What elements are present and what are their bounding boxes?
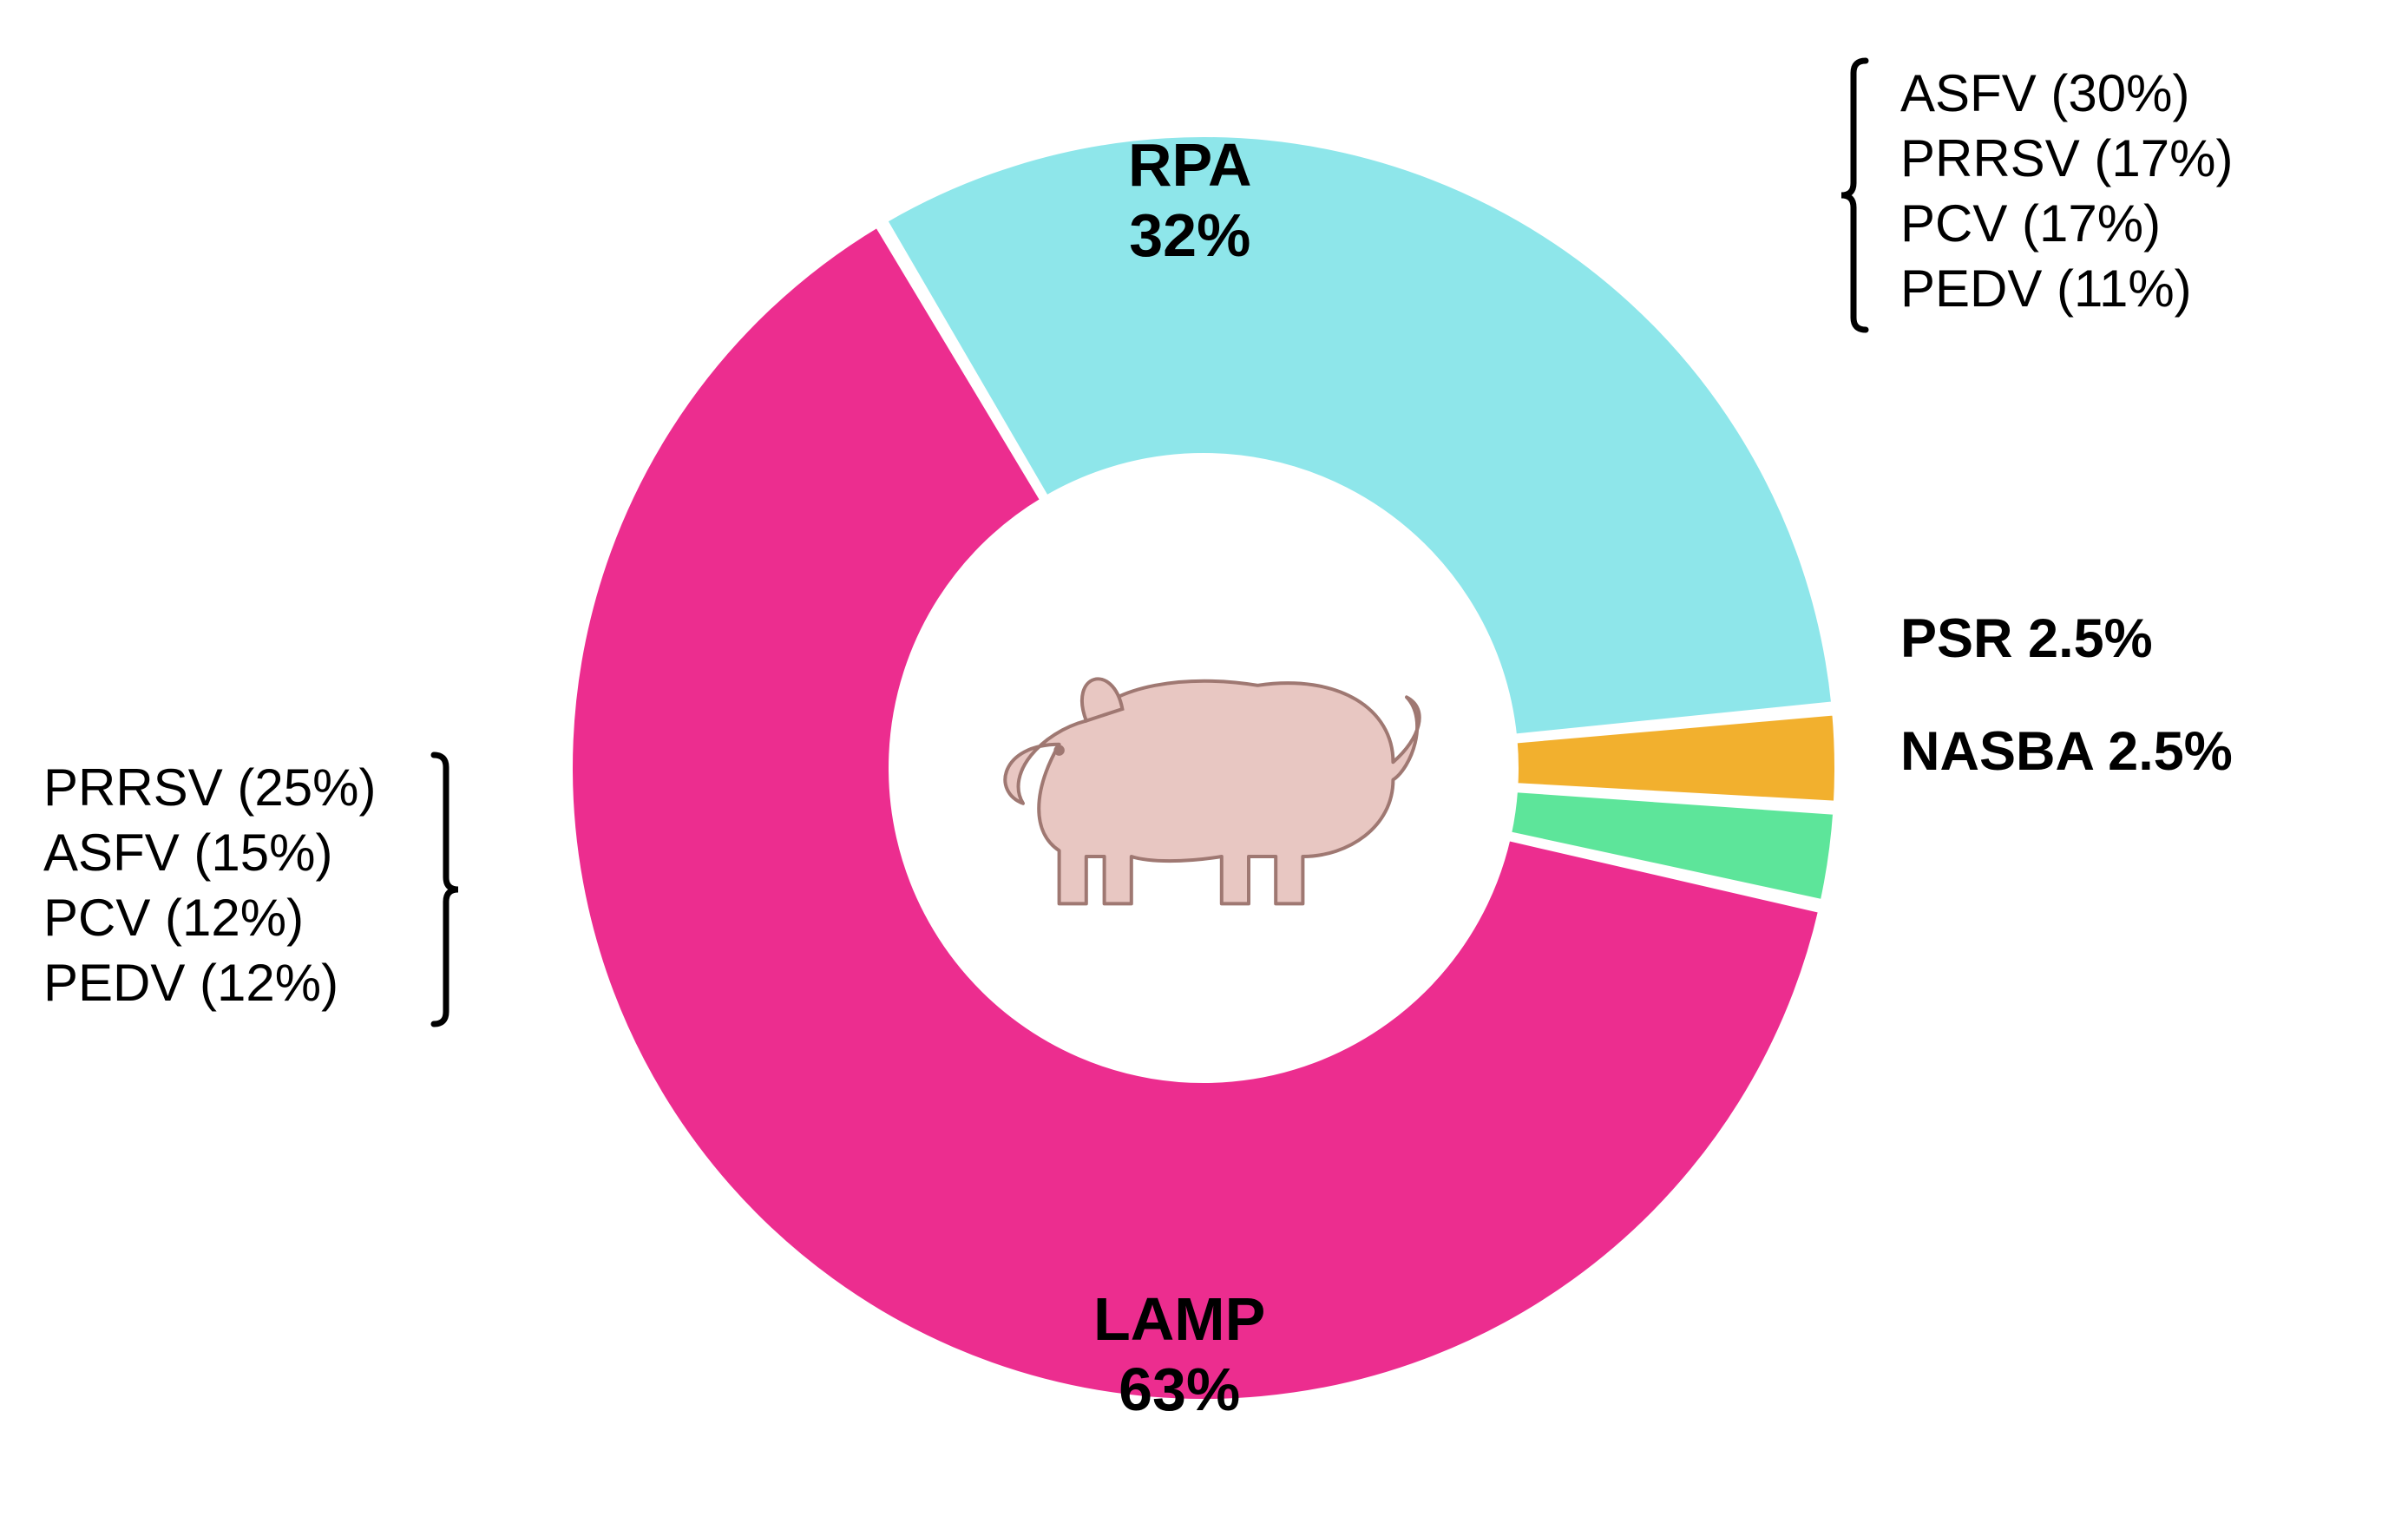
- breakdown-lamp: PRRSV (25%)ASFV (15%)PCV (12%)PEDV (12%): [43, 755, 376, 1015]
- slice-label-lamp-pct: 63%: [1119, 1355, 1240, 1423]
- side-label-psr: PSR 2.5%: [1900, 607, 2153, 670]
- bracket: [434, 755, 458, 1024]
- slice-label-rpa: RPA 32%: [1128, 130, 1252, 270]
- slice-label-rpa-name: RPA: [1128, 131, 1252, 199]
- side-label-nasba: NASBA 2.5%: [1900, 720, 2233, 783]
- breakdown-item: PEDV (12%): [43, 950, 376, 1015]
- slice-label-lamp-name: LAMP: [1093, 1285, 1265, 1353]
- breakdown-item: PCV (17%): [1900, 191, 2233, 256]
- breakdown-rpa: ASFV (30%)PRRSV (17%)PCV (17%)PEDV (11%): [1900, 61, 2233, 321]
- breakdown-item: PRRSV (17%): [1900, 126, 2233, 191]
- breakdown-item: ASFV (15%): [43, 820, 376, 885]
- slice-label-lamp: LAMP 63%: [1093, 1284, 1265, 1424]
- breakdown-item: PCV (12%): [43, 885, 376, 950]
- chart-container: RPA 32% LAMP 63% PSR 2.5% NASBA 2.5% ASF…: [0, 0, 2408, 1536]
- breakdown-item: PEDV (11%): [1900, 256, 2233, 321]
- breakdown-item: PRRSV (25%): [43, 755, 376, 820]
- breakdown-item: ASFV (30%): [1900, 61, 2233, 126]
- bracket: [1841, 61, 1866, 330]
- slice-label-rpa-pct: 32%: [1129, 201, 1250, 269]
